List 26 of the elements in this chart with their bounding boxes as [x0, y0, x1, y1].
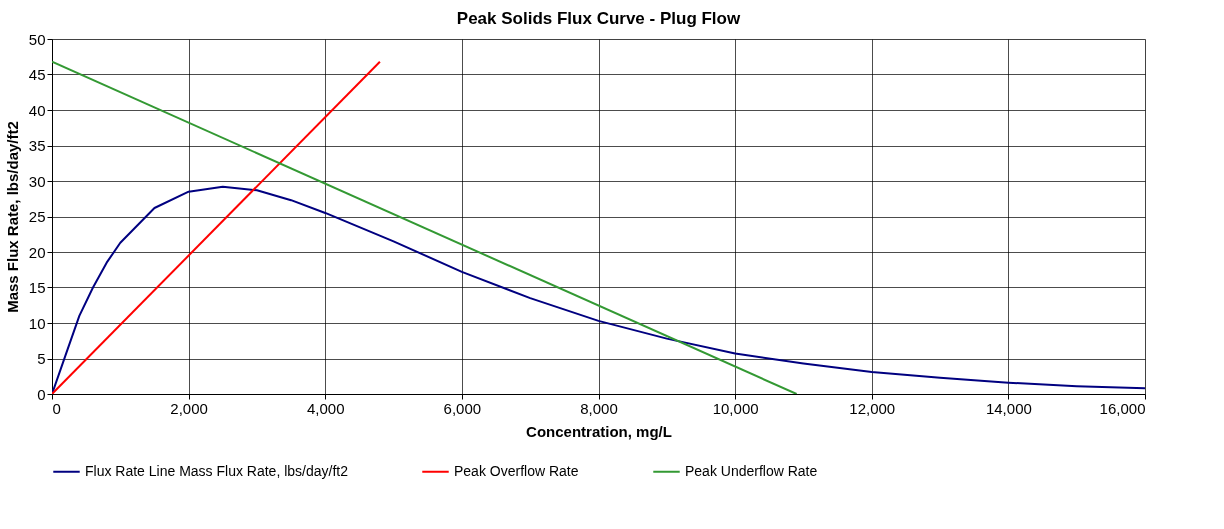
x-tick-label: 8,000 [580, 399, 618, 417]
chart-title: Peak Solids Flux Curve - Plug Flow [456, 9, 741, 28]
y-tick-label: 45 [28, 66, 46, 83]
y-tick-label: 0 [37, 385, 46, 403]
x-tick-label: 2,000 [170, 399, 208, 417]
y-tick-label: 35 [28, 137, 46, 154]
x-tick-label: 16,000 [1099, 399, 1146, 417]
y-tick-label: 50 [28, 30, 46, 48]
y-tick-label: 40 [28, 101, 46, 119]
y-axis-title: Mass Flux Rate, lbs/day/ft2 [3, 121, 21, 313]
x-tick-label: 0 [52, 399, 61, 417]
y-tick-label: 30 [28, 172, 46, 190]
y-tick-label: 5 [37, 350, 46, 367]
x-axis-title: Concentration, mg/L [526, 422, 672, 440]
y-tick-label: 25 [28, 208, 46, 225]
x-tick-label: 6,000 [443, 399, 482, 417]
x-tick-label: 12,000 [849, 399, 896, 417]
y-tick-label: 20 [28, 243, 46, 261]
legend-label: Peak Underflow Rate [685, 462, 818, 479]
x-tick-label: 10,000 [712, 399, 759, 417]
y-tick-label: 10 [28, 314, 46, 332]
x-tick-label: 14,000 [985, 399, 1032, 417]
legend-label: Peak Overflow Rate [454, 462, 579, 479]
legend-label: Flux Rate Line Mass Flux Rate, lbs/day/ft2 [85, 462, 349, 479]
y-tick-label: 15 [28, 279, 46, 296]
x-tick-label: 4,000 [306, 399, 345, 417]
